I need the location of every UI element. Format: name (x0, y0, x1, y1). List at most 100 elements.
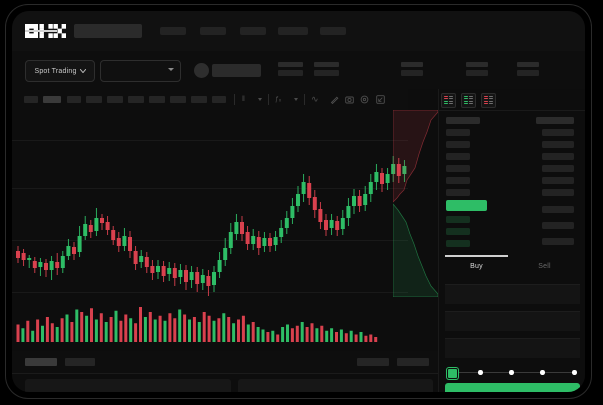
order-total-field[interactable] (445, 338, 580, 358)
toolbar-divider (268, 94, 269, 105)
orderbook-last-price (446, 200, 487, 211)
interval-7[interactable] (149, 96, 165, 103)
tab-buy[interactable]: Buy (470, 263, 483, 270)
camera-icon[interactable] (345, 95, 354, 104)
interval-1[interactable] (24, 96, 38, 103)
orderbook-view-modes (441, 91, 496, 109)
bottom-action-2[interactable] (397, 358, 429, 366)
orderbook-row[interactable] (446, 216, 470, 223)
gridline (12, 140, 408, 141)
nav-link-2[interactable] (200, 27, 226, 35)
nav-link-4[interactable] (278, 27, 308, 35)
orderbook-row[interactable] (446, 153, 470, 160)
orderbook-row[interactable] (446, 141, 470, 148)
toolbar-divider (304, 94, 305, 105)
chevron-down-icon (168, 68, 174, 71)
interval-2[interactable] (43, 96, 61, 103)
orderbook-bids-icon[interactable] (461, 92, 476, 108)
active-tab-indicator (445, 255, 508, 257)
trading-mode-label: Spot Trading (34, 67, 77, 75)
draw-pencil-icon[interactable] (330, 95, 339, 104)
tab-sell[interactable]: Sell (538, 263, 551, 270)
orderbook-row-right[interactable] (542, 206, 574, 213)
orderbook-row-right[interactable] (542, 177, 574, 184)
settings-gear-icon[interactable] (360, 95, 369, 104)
ticker-stat-3 (401, 62, 423, 76)
fullscreen-icon[interactable] (376, 95, 385, 104)
nav-link-3[interactable] (240, 27, 266, 35)
nav-link-5[interactable] (320, 27, 346, 35)
tab-order-history[interactable] (65, 358, 95, 366)
panel-divider (439, 110, 585, 111)
orderbook-trade-panel: Buy Sell (438, 89, 585, 392)
market-depth-overlay (393, 110, 438, 297)
search-input[interactable] (74, 24, 142, 38)
interval-5[interactable] (107, 96, 123, 103)
indicators-icon[interactable]: ƒₓ (275, 96, 282, 103)
candle-type-icon[interactable]: ‖ (242, 96, 245, 103)
ticker-bar: Spot Trading (12, 51, 585, 89)
toolbar-divider (234, 94, 235, 105)
price-chart[interactable] (12, 110, 408, 351)
order-amount-field[interactable] (445, 311, 580, 331)
orders-panel-right (238, 379, 433, 392)
interval-10[interactable] (212, 96, 226, 103)
orderbook-row[interactable] (446, 228, 470, 235)
interval-6[interactable] (128, 96, 144, 103)
interval-8[interactable] (170, 96, 186, 103)
slider-handle[interactable] (447, 368, 458, 379)
slider-track (450, 371, 577, 373)
trading-pair-select[interactable] (100, 60, 181, 82)
orderbook-row-right[interactable] (542, 222, 574, 229)
order-price-field[interactable] (445, 284, 580, 304)
slider-stop-100[interactable] (572, 370, 577, 375)
orderbook-row[interactable] (446, 189, 470, 196)
gridline (12, 188, 408, 189)
candle-type-chevron-icon[interactable] (258, 98, 262, 101)
orderbook-asks-icon[interactable] (481, 92, 496, 108)
gridline (12, 292, 408, 293)
orderbook-row[interactable] (446, 240, 470, 247)
ticker-stat-2 (314, 62, 339, 76)
chart-toolbar: ‖ ƒₓ ∿ (12, 89, 408, 111)
interval-9[interactable] (191, 96, 207, 103)
nav-link-1[interactable] (160, 27, 186, 35)
slider-stop-50[interactable] (509, 370, 514, 375)
last-price (212, 64, 261, 77)
orderbook-row-right[interactable] (542, 238, 574, 245)
device-frame: Spot Trading (6, 5, 591, 398)
orderbook-header (446, 117, 480, 124)
candlestick-series (16, 156, 407, 296)
orderbook-row-right[interactable] (542, 189, 574, 196)
amount-percent-slider[interactable] (447, 367, 579, 379)
orderbook-header-right (536, 117, 574, 124)
top-navigation-bar (12, 11, 585, 51)
ticker-stat-5 (517, 62, 539, 76)
tab-open-orders[interactable] (25, 358, 57, 366)
orderbook-row[interactable] (446, 129, 470, 136)
orderbook-both-icon[interactable] (441, 92, 456, 108)
orderbook-row-right[interactable] (542, 153, 574, 160)
orderbook-row[interactable] (446, 165, 470, 172)
ticker-stat-1 (278, 62, 303, 76)
orders-tab-bar (12, 351, 438, 374)
orderbook-row-right[interactable] (542, 165, 574, 172)
trading-mode-select[interactable]: Spot Trading (25, 60, 95, 82)
gridline (12, 240, 408, 241)
orders-panel-left (25, 379, 231, 392)
coin-avatar (194, 63, 209, 78)
slider-stop-25[interactable] (478, 370, 483, 375)
app-screen: Spot Trading (12, 11, 585, 392)
slider-stop-75[interactable] (540, 370, 545, 375)
orderbook-row-right[interactable] (542, 129, 574, 136)
interval-4[interactable] (86, 96, 102, 103)
orderbook-row-right[interactable] (542, 141, 574, 148)
indicators-chevron-icon[interactable] (294, 98, 298, 101)
submit-buy-button[interactable] (445, 383, 580, 392)
bottom-action-1[interactable] (357, 358, 389, 366)
interval-3[interactable] (67, 96, 81, 103)
line-chart-icon[interactable]: ∿ (311, 94, 319, 104)
orderbook-row[interactable] (446, 177, 470, 184)
ticker-stat-4 (466, 62, 488, 76)
active-tab-indicator (25, 30, 57, 32)
